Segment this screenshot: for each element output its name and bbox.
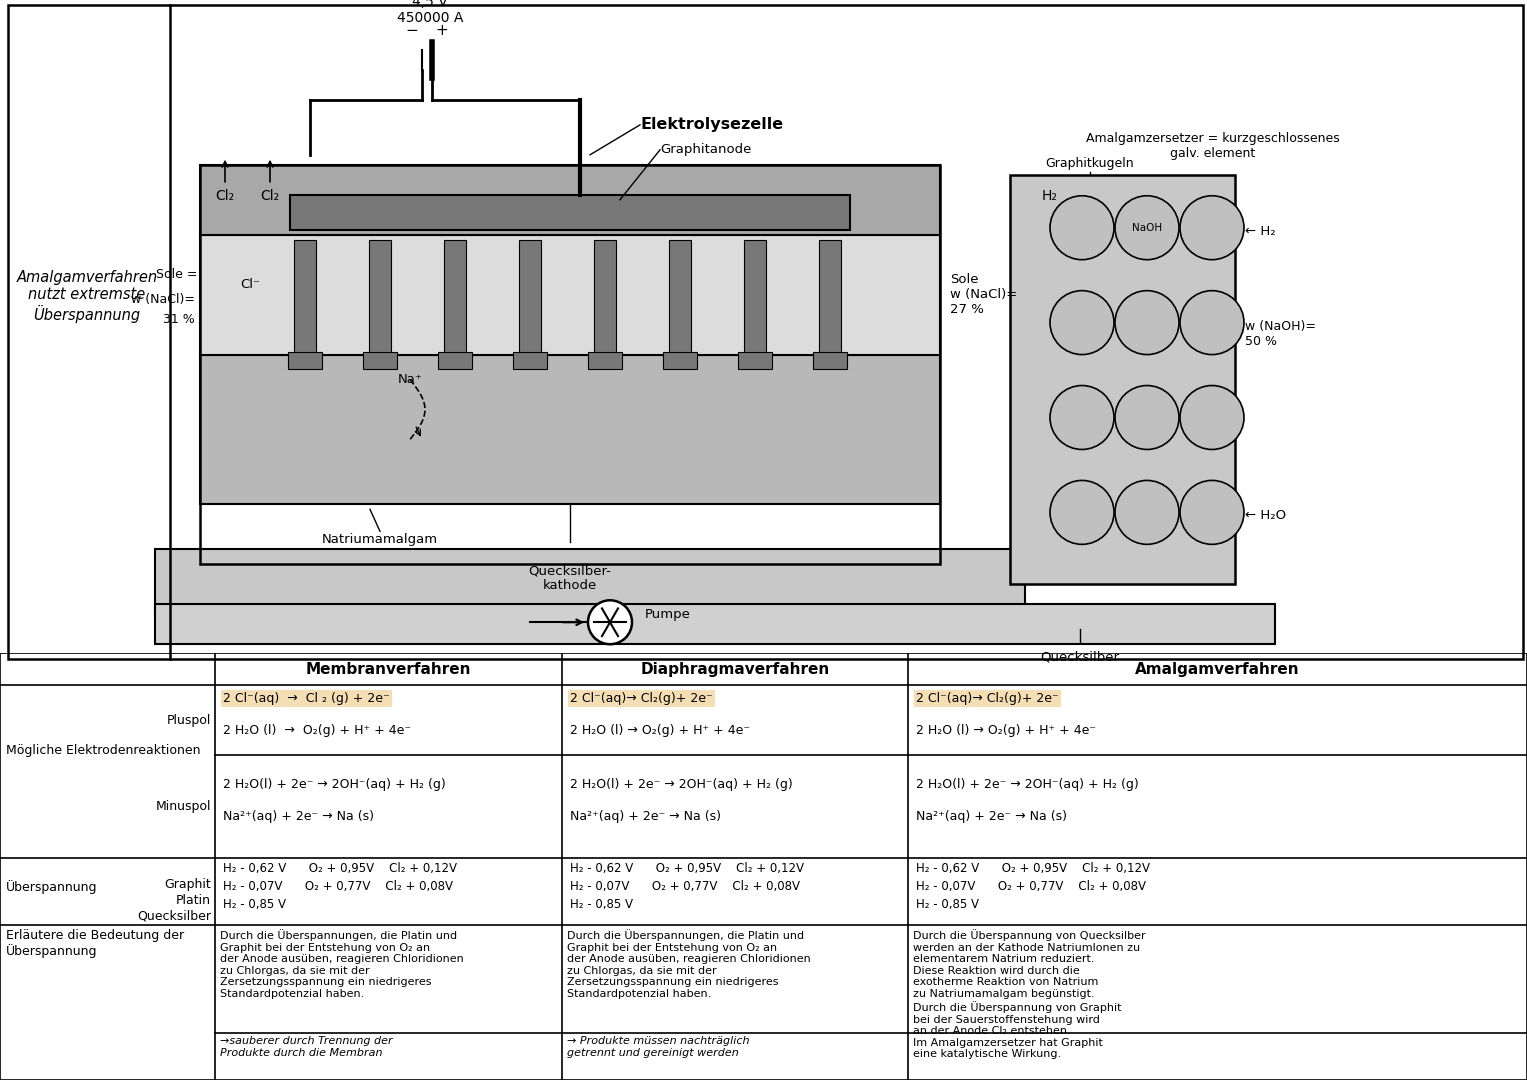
Text: Graphitanode: Graphitanode <box>660 144 751 157</box>
Text: 4,5 V
450000 A: 4,5 V 450000 A <box>397 0 463 25</box>
Bar <box>1009 175 1235 584</box>
Text: 2 H₂O(l) + 2e⁻ → 2OH⁻(aq) + H₂ (g): 2 H₂O(l) + 2e⁻ → 2OH⁻(aq) + H₂ (g) <box>223 779 446 792</box>
Text: Durch die Überspannungen, die Platin und
Graphit bei der Entstehung von O₂ an
de: Durch die Überspannungen, die Platin und… <box>567 929 811 999</box>
Text: Pumpe: Pumpe <box>644 608 690 621</box>
Text: 2 Cl⁻(aq)  →  Cl ₂ (g) + 2e⁻: 2 Cl⁻(aq) → Cl ₂ (g) + 2e⁻ <box>223 692 389 705</box>
Text: Durch die Überspannungen, die Platin und
Graphit bei der Entstehung von O₂ an
de: Durch die Überspannungen, die Platin und… <box>220 929 464 999</box>
Text: Durch die Überspannung von Quecksilber
werden an der Kathode Natriumlonen zu
ele: Durch die Überspannung von Quecksilber w… <box>913 929 1145 1059</box>
Text: +: + <box>435 23 449 38</box>
Text: Sole
w (NaCl)=
27 %: Sole w (NaCl)= 27 % <box>950 273 1017 316</box>
Text: Cl₂: Cl₂ <box>215 189 235 203</box>
Text: Mögliche Elektrodenreaktionen: Mögliche Elektrodenreaktionen <box>6 744 200 757</box>
Text: Pluspol: Pluspol <box>166 714 211 727</box>
Text: NaOH: NaOH <box>1132 222 1162 232</box>
Circle shape <box>1115 291 1179 354</box>
Bar <box>289 352 322 368</box>
Text: H₂ - 0,85 V: H₂ - 0,85 V <box>570 899 634 912</box>
Bar <box>438 352 472 368</box>
Text: → Produkte müssen nachträglich
getrennt und gereinigt werden: → Produkte müssen nachträglich getrennt … <box>567 1036 750 1057</box>
Bar <box>444 240 466 354</box>
Text: 2 Cl⁻(aq)→ Cl₂(g)+ 2e⁻: 2 Cl⁻(aq)→ Cl₂(g)+ 2e⁻ <box>570 692 713 705</box>
Text: H₂ - 0,07V      O₂ + 0,77V    Cl₂ + 0,08V: H₂ - 0,07V O₂ + 0,77V Cl₂ + 0,08V <box>570 880 800 893</box>
Text: H₂ - 0,62 V      O₂ + 0,95V    Cl₂ + 0,12V: H₂ - 0,62 V O₂ + 0,95V Cl₂ + 0,12V <box>223 862 457 875</box>
Text: →sauberer durch Trennung der
Produkte durch die Membran: →sauberer durch Trennung der Produkte du… <box>220 1036 392 1057</box>
Text: Na²⁺(aq) + 2e⁻ → Na (s): Na²⁺(aq) + 2e⁻ → Na (s) <box>223 810 374 823</box>
Bar <box>663 352 696 368</box>
Text: Amalgamverfahren
nutzt extremste
Überspannung: Amalgamverfahren nutzt extremste Überspa… <box>17 270 157 323</box>
Text: ← H₂: ← H₂ <box>1245 225 1275 238</box>
Text: H₂ - 0,07V      O₂ + 0,77V    Cl₂ + 0,08V: H₂ - 0,07V O₂ + 0,77V Cl₂ + 0,08V <box>916 880 1145 893</box>
Text: ← H₂O: ← H₂O <box>1245 510 1286 523</box>
Bar <box>738 352 773 368</box>
Text: Diaphragmaverfahren: Diaphragmaverfahren <box>640 662 829 677</box>
Bar <box>295 240 316 354</box>
Text: Graphit: Graphit <box>165 878 211 891</box>
Bar <box>363 352 397 368</box>
Bar <box>200 234 941 354</box>
Circle shape <box>588 600 632 645</box>
Bar <box>744 240 767 354</box>
Circle shape <box>1180 481 1245 544</box>
Bar <box>156 605 1275 645</box>
Bar <box>669 240 692 354</box>
Text: w (NaOH)=
50 %: w (NaOH)= 50 % <box>1245 320 1316 348</box>
Bar <box>812 352 847 368</box>
Circle shape <box>1115 386 1179 449</box>
Text: 2 H₂O(l) + 2e⁻ → 2OH⁻(aq) + H₂ (g): 2 H₂O(l) + 2e⁻ → 2OH⁻(aq) + H₂ (g) <box>916 779 1139 792</box>
Text: Na²⁺(aq) + 2e⁻ → Na (s): Na²⁺(aq) + 2e⁻ → Na (s) <box>916 810 1067 823</box>
Text: 31 %: 31 % <box>163 313 195 326</box>
Bar <box>594 240 615 354</box>
Text: Platin: Platin <box>176 893 211 907</box>
Text: 2 H₂O (l) → O₂(g) + H⁺ + 4e⁻: 2 H₂O (l) → O₂(g) + H⁺ + 4e⁻ <box>570 724 750 737</box>
Text: Cl⁻: Cl⁻ <box>240 279 260 292</box>
Text: Membranverfahren: Membranverfahren <box>305 662 472 677</box>
Text: Erläutere die Bedeutung der
Überspannung: Erläutere die Bedeutung der Überspannung <box>6 929 185 958</box>
Text: 2 H₂O (l)  →  O₂(g) + H⁺ + 4e⁻: 2 H₂O (l) → O₂(g) + H⁺ + 4e⁻ <box>223 724 411 737</box>
Text: 2 H₂O (l) → O₂(g) + H⁺ + 4e⁻: 2 H₂O (l) → O₂(g) + H⁺ + 4e⁻ <box>916 724 1096 737</box>
Text: 2 H₂O(l) + 2e⁻ → 2OH⁻(aq) + H₂ (g): 2 H₂O(l) + 2e⁻ → 2OH⁻(aq) + H₂ (g) <box>570 779 793 792</box>
Circle shape <box>1180 291 1245 354</box>
Circle shape <box>1051 291 1115 354</box>
Text: Amalgamzersetzer = kurzgeschlossenes
galv. element: Amalgamzersetzer = kurzgeschlossenes gal… <box>1086 132 1339 160</box>
Circle shape <box>1115 481 1179 544</box>
Text: H₂ - 0,85 V: H₂ - 0,85 V <box>916 899 979 912</box>
Text: Graphitkugeln: Graphitkugeln <box>1046 157 1135 170</box>
Text: w (NaCl)=: w (NaCl)= <box>131 293 195 306</box>
Text: Na⁺: Na⁺ <box>397 373 423 386</box>
Text: −: − <box>406 23 418 38</box>
Bar <box>156 550 1025 615</box>
Bar <box>818 240 841 354</box>
Bar <box>290 194 851 230</box>
Circle shape <box>1051 481 1115 544</box>
Bar <box>513 352 547 368</box>
Text: H₂: H₂ <box>1041 189 1058 203</box>
Text: Cl₂: Cl₂ <box>261 189 279 203</box>
Circle shape <box>1051 386 1115 449</box>
Bar <box>200 354 941 504</box>
Bar <box>370 240 391 354</box>
Text: Überspannung: Überspannung <box>6 880 98 893</box>
Text: H₂ - 0,62 V      O₂ + 0,95V    Cl₂ + 0,12V: H₂ - 0,62 V O₂ + 0,95V Cl₂ + 0,12V <box>916 862 1150 875</box>
Text: Natriumamalgam: Natriumamalgam <box>322 532 438 545</box>
Text: Na²⁺(aq) + 2e⁻ → Na (s): Na²⁺(aq) + 2e⁻ → Na (s) <box>570 810 721 823</box>
Text: Amalgamverfahren: Amalgamverfahren <box>1135 662 1299 677</box>
Text: H₂ - 0,85 V: H₂ - 0,85 V <box>223 899 286 912</box>
Bar <box>588 352 621 368</box>
Circle shape <box>1115 195 1179 259</box>
Text: Sole =: Sole = <box>156 268 197 281</box>
Circle shape <box>1180 386 1245 449</box>
Circle shape <box>1180 195 1245 259</box>
Bar <box>519 240 541 354</box>
Bar <box>200 165 941 565</box>
Text: Quecksilber: Quecksilber <box>1040 650 1119 663</box>
Text: Quecksilber-
kathode: Quecksilber- kathode <box>528 565 611 592</box>
Text: H₂ - 0,62 V      O₂ + 0,95V    Cl₂ + 0,12V: H₂ - 0,62 V O₂ + 0,95V Cl₂ + 0,12V <box>570 862 805 875</box>
Text: 2 Cl⁻(aq)→ Cl₂(g)+ 2e⁻: 2 Cl⁻(aq)→ Cl₂(g)+ 2e⁻ <box>916 692 1058 705</box>
Text: Quecksilber: Quecksilber <box>137 909 211 922</box>
Circle shape <box>1051 195 1115 259</box>
Text: Elektrolysezelle: Elektrolysezelle <box>640 118 783 133</box>
Text: H₂ - 0,07V      O₂ + 0,77V    Cl₂ + 0,08V: H₂ - 0,07V O₂ + 0,77V Cl₂ + 0,08V <box>223 880 454 893</box>
Text: Minuspol: Minuspol <box>156 800 211 813</box>
Bar <box>200 165 941 234</box>
